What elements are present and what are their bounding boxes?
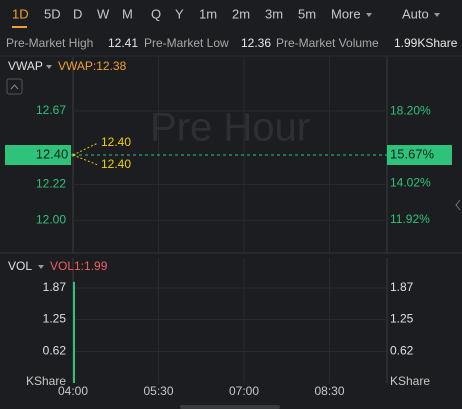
mode-button[interactable]: Auto [402, 6, 429, 21]
period-tab[interactable]: 1D [12, 6, 29, 21]
y2-tick-label: 0.62 [390, 344, 414, 358]
period-tab[interactable]: 1m [199, 6, 217, 21]
x-tick-label: 04:00 [58, 384, 88, 398]
y-tick-label: 1.87 [43, 280, 67, 294]
dropdown-arrow [434, 13, 440, 17]
y-tick-label: 0.62 [43, 344, 67, 358]
x-tick-label: 07:00 [229, 384, 259, 398]
collapse-button[interactable] [6, 78, 23, 95]
dropdown-arrow [46, 65, 52, 69]
volume-bar [73, 281, 75, 383]
period-tab[interactable]: D [73, 6, 82, 21]
stat-label: Pre-Market High [6, 36, 93, 50]
stat-label: Pre-Market Volume [276, 36, 379, 50]
indicator-legend: VWAP:12.38 [58, 59, 127, 73]
annotation-leader [72, 142, 99, 156]
period-tab[interactable]: 5m [298, 6, 316, 21]
annotation-label: 12.40 [101, 157, 131, 171]
price-tag-label: 12.40 [36, 146, 69, 161]
scroll-arrow[interactable] [455, 199, 461, 211]
stat-value: 12.36 [241, 36, 271, 50]
y-tick-label: 12.22 [36, 177, 66, 191]
period-tab[interactable]: 5D [44, 6, 61, 21]
watermark: Pre Hour [150, 106, 310, 150]
period-tab[interactable]: 2m [232, 6, 250, 21]
y2-tick-label: 14.02% [390, 176, 431, 190]
price-tag [387, 145, 452, 165]
more-button[interactable]: More [331, 6, 361, 21]
collapse-icon [10, 84, 19, 90]
annotation-leader [72, 154, 99, 166]
price-tag [5, 145, 71, 165]
indicator-name[interactable]: VOL [8, 259, 32, 273]
scrollbar[interactable] [180, 405, 280, 409]
stat-value: 1.99KShare [394, 36, 458, 50]
period-tab[interactable]: W [97, 6, 110, 21]
y2-tick-label: 18.20% [390, 103, 431, 117]
y2-tick-label: 1.25 [390, 312, 414, 326]
dropdown-arrow [366, 13, 372, 17]
unit-label: KShare [390, 374, 430, 388]
period-tab[interactable]: Y [175, 6, 184, 21]
indicator-name[interactable]: VWAP [8, 59, 43, 73]
stat-value: 12.41 [108, 36, 138, 50]
period-tab[interactable]: 3m [265, 6, 283, 21]
stat-label: Pre-Market Low [144, 36, 229, 50]
y-tick-label: 12.00 [36, 213, 66, 227]
y2-tick-label: 11.92% [390, 212, 430, 226]
dropdown-arrow [38, 265, 44, 269]
annotation-label: 12.40 [101, 135, 131, 149]
y-tick-label: 1.25 [43, 312, 67, 326]
y-tick-label: 12.67 [36, 103, 66, 117]
y2-tick-label: 1.87 [390, 280, 414, 294]
price-tag-label: 15.67% [390, 146, 435, 161]
unit-label: KShare [26, 374, 66, 388]
period-tab[interactable]: Q [151, 6, 161, 21]
x-tick-label: 05:30 [143, 384, 173, 398]
period-tab[interactable]: M [122, 6, 133, 21]
indicator-legend: VOL1:1.99 [50, 259, 108, 273]
x-tick-label: 08:30 [314, 384, 344, 398]
